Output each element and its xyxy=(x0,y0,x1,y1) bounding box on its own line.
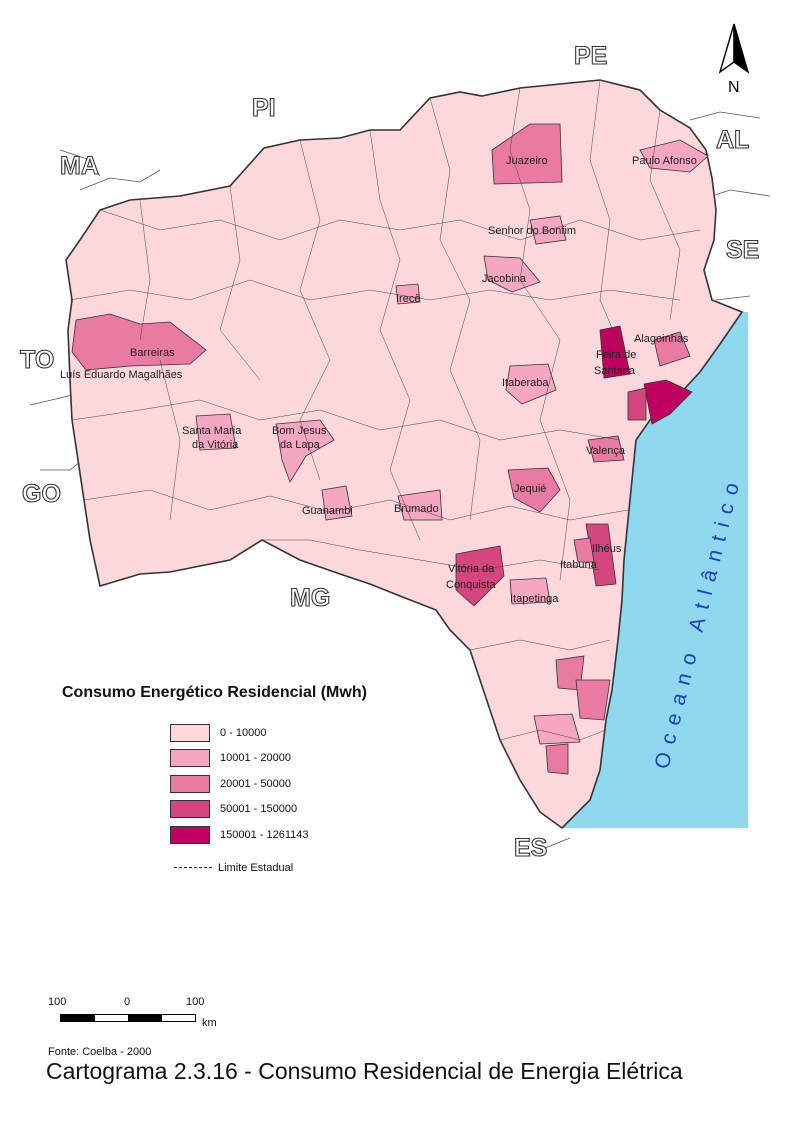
region-senhor-do-bonfim xyxy=(529,215,567,245)
state-label-al: AL xyxy=(716,126,749,154)
region-salvador xyxy=(643,379,693,425)
city-label: Brumado xyxy=(394,503,439,515)
city-label: Luís Eduardo Magalhães xyxy=(60,369,183,381)
city-labels: Juazeiro Paulo Afonso Senhor do Bonfim J… xyxy=(60,155,697,605)
region-irece xyxy=(395,283,421,305)
scale-bar: 100 0 100 km xyxy=(46,996,246,1036)
city-label: Barreiras xyxy=(130,347,175,359)
city-label: Santa Maria xyxy=(182,425,242,437)
city-label: Ilhéus xyxy=(592,543,622,555)
region-conquista xyxy=(455,545,505,607)
region-juazeiro xyxy=(491,123,563,185)
state-outline xyxy=(65,79,744,830)
scale-unit: km xyxy=(202,1017,217,1029)
city-label: Alagoinhas xyxy=(634,333,689,345)
region-brumado xyxy=(397,489,443,521)
scale-tick-left: 100 xyxy=(48,996,67,1008)
region-jacobina xyxy=(483,255,541,293)
state-label-pi: PI xyxy=(252,94,276,122)
city-label: Itapetinga xyxy=(510,593,559,605)
legend-item: 0 - 10000 xyxy=(170,720,442,746)
state-labels: PE PI MA AL SE TO GO MG ES xyxy=(19,41,759,862)
city-label: Senhor do Bonfim xyxy=(488,225,576,237)
region-south-2 xyxy=(575,679,611,721)
boundary-dash-icon xyxy=(174,867,212,868)
legend-boundary-label: Limite Estadual xyxy=(218,861,294,874)
source-note: Fonte: Coelba - 2000 xyxy=(48,1046,152,1058)
region-jequie xyxy=(507,467,561,513)
legend-label: 10001 - 20000 xyxy=(220,752,291,765)
legend: Consumo Energético Residencial (Mwh) 0 -… xyxy=(62,684,442,874)
legend-swatch xyxy=(170,774,210,793)
city-label: Juazeiro xyxy=(506,155,548,167)
region-alagoinhas xyxy=(653,331,691,367)
region-bom-jesus xyxy=(275,419,335,483)
scale-tick-center: 0 xyxy=(124,996,131,1008)
legend-label: 50001 - 150000 xyxy=(220,803,298,816)
city-label: Itabuna xyxy=(560,559,598,571)
legend-item: 150001 - 1261143 xyxy=(170,822,442,848)
region-itaberaba xyxy=(505,363,557,405)
city-label: Bom Jesus xyxy=(272,425,327,437)
city-label: Guanambi xyxy=(302,505,353,517)
scale-tick-right: 100 xyxy=(186,996,205,1008)
region-ilheus xyxy=(585,523,617,587)
scale-bar-graphic xyxy=(60,1014,196,1022)
legend-item: 20001 - 50000 xyxy=(170,771,442,797)
state-label-ma: MA xyxy=(60,152,99,180)
region-barreiras xyxy=(71,313,207,371)
city-label: Itaberaba xyxy=(502,377,549,389)
city-label: Santana xyxy=(594,365,636,377)
region-south-3 xyxy=(533,713,581,745)
region-guanambi xyxy=(321,485,353,521)
city-label: Feira de xyxy=(596,349,636,361)
legend-label: 0 - 10000 xyxy=(220,726,267,739)
north-arrow-icon: N xyxy=(718,23,750,96)
region-recôncavo xyxy=(627,387,647,421)
region-south-4 xyxy=(545,743,569,775)
city-label: Vitória da xyxy=(448,563,495,575)
legend-item: 10001 - 20000 xyxy=(170,746,442,772)
state-label-mg: MG xyxy=(290,584,330,612)
municipality-lines xyxy=(69,79,701,741)
region-santa-maria xyxy=(195,413,237,451)
legend-swatch xyxy=(170,749,210,768)
north-arrow: N xyxy=(712,22,758,98)
ocean-area xyxy=(562,312,748,828)
region-feira xyxy=(599,325,631,379)
north-letter: N xyxy=(728,79,740,96)
city-label: Jacobina xyxy=(482,273,527,285)
state-label-se: SE xyxy=(726,236,759,264)
legend-label: 150001 - 1261143 xyxy=(220,828,309,841)
map-caption: Cartograma 2.3.16 - Consumo Residencial … xyxy=(46,1058,683,1084)
legend-swatch xyxy=(170,825,210,844)
legend-swatch xyxy=(170,800,210,819)
region-itabuna xyxy=(573,537,595,563)
city-label: Irecê xyxy=(396,293,420,305)
region-paulo-afonso xyxy=(639,139,709,173)
city-label: da Lapa xyxy=(280,439,321,451)
legend-item: 50001 - 150000 xyxy=(170,797,442,823)
state-label-go: GO xyxy=(22,480,61,508)
state-label-to: TO xyxy=(20,346,54,374)
city-label: Conquista xyxy=(446,579,496,591)
city-label: Paulo Afonso xyxy=(632,155,697,167)
city-label: da Vitória xyxy=(192,439,239,451)
legend-title: Consumo Energético Residencial (Mwh) xyxy=(62,684,367,701)
state-label-es: ES xyxy=(514,834,547,862)
legend-label: 20001 - 50000 xyxy=(220,777,291,790)
city-label: Jequié xyxy=(514,483,546,495)
legend-boundary: Limite Estadual xyxy=(174,862,442,874)
state-label-pe: PE xyxy=(574,42,607,70)
municipality-regions xyxy=(71,123,709,775)
region-itapetinga xyxy=(509,577,551,605)
region-valenca xyxy=(587,435,625,463)
legend-swatch xyxy=(170,723,210,742)
city-label: Valença xyxy=(586,445,626,457)
